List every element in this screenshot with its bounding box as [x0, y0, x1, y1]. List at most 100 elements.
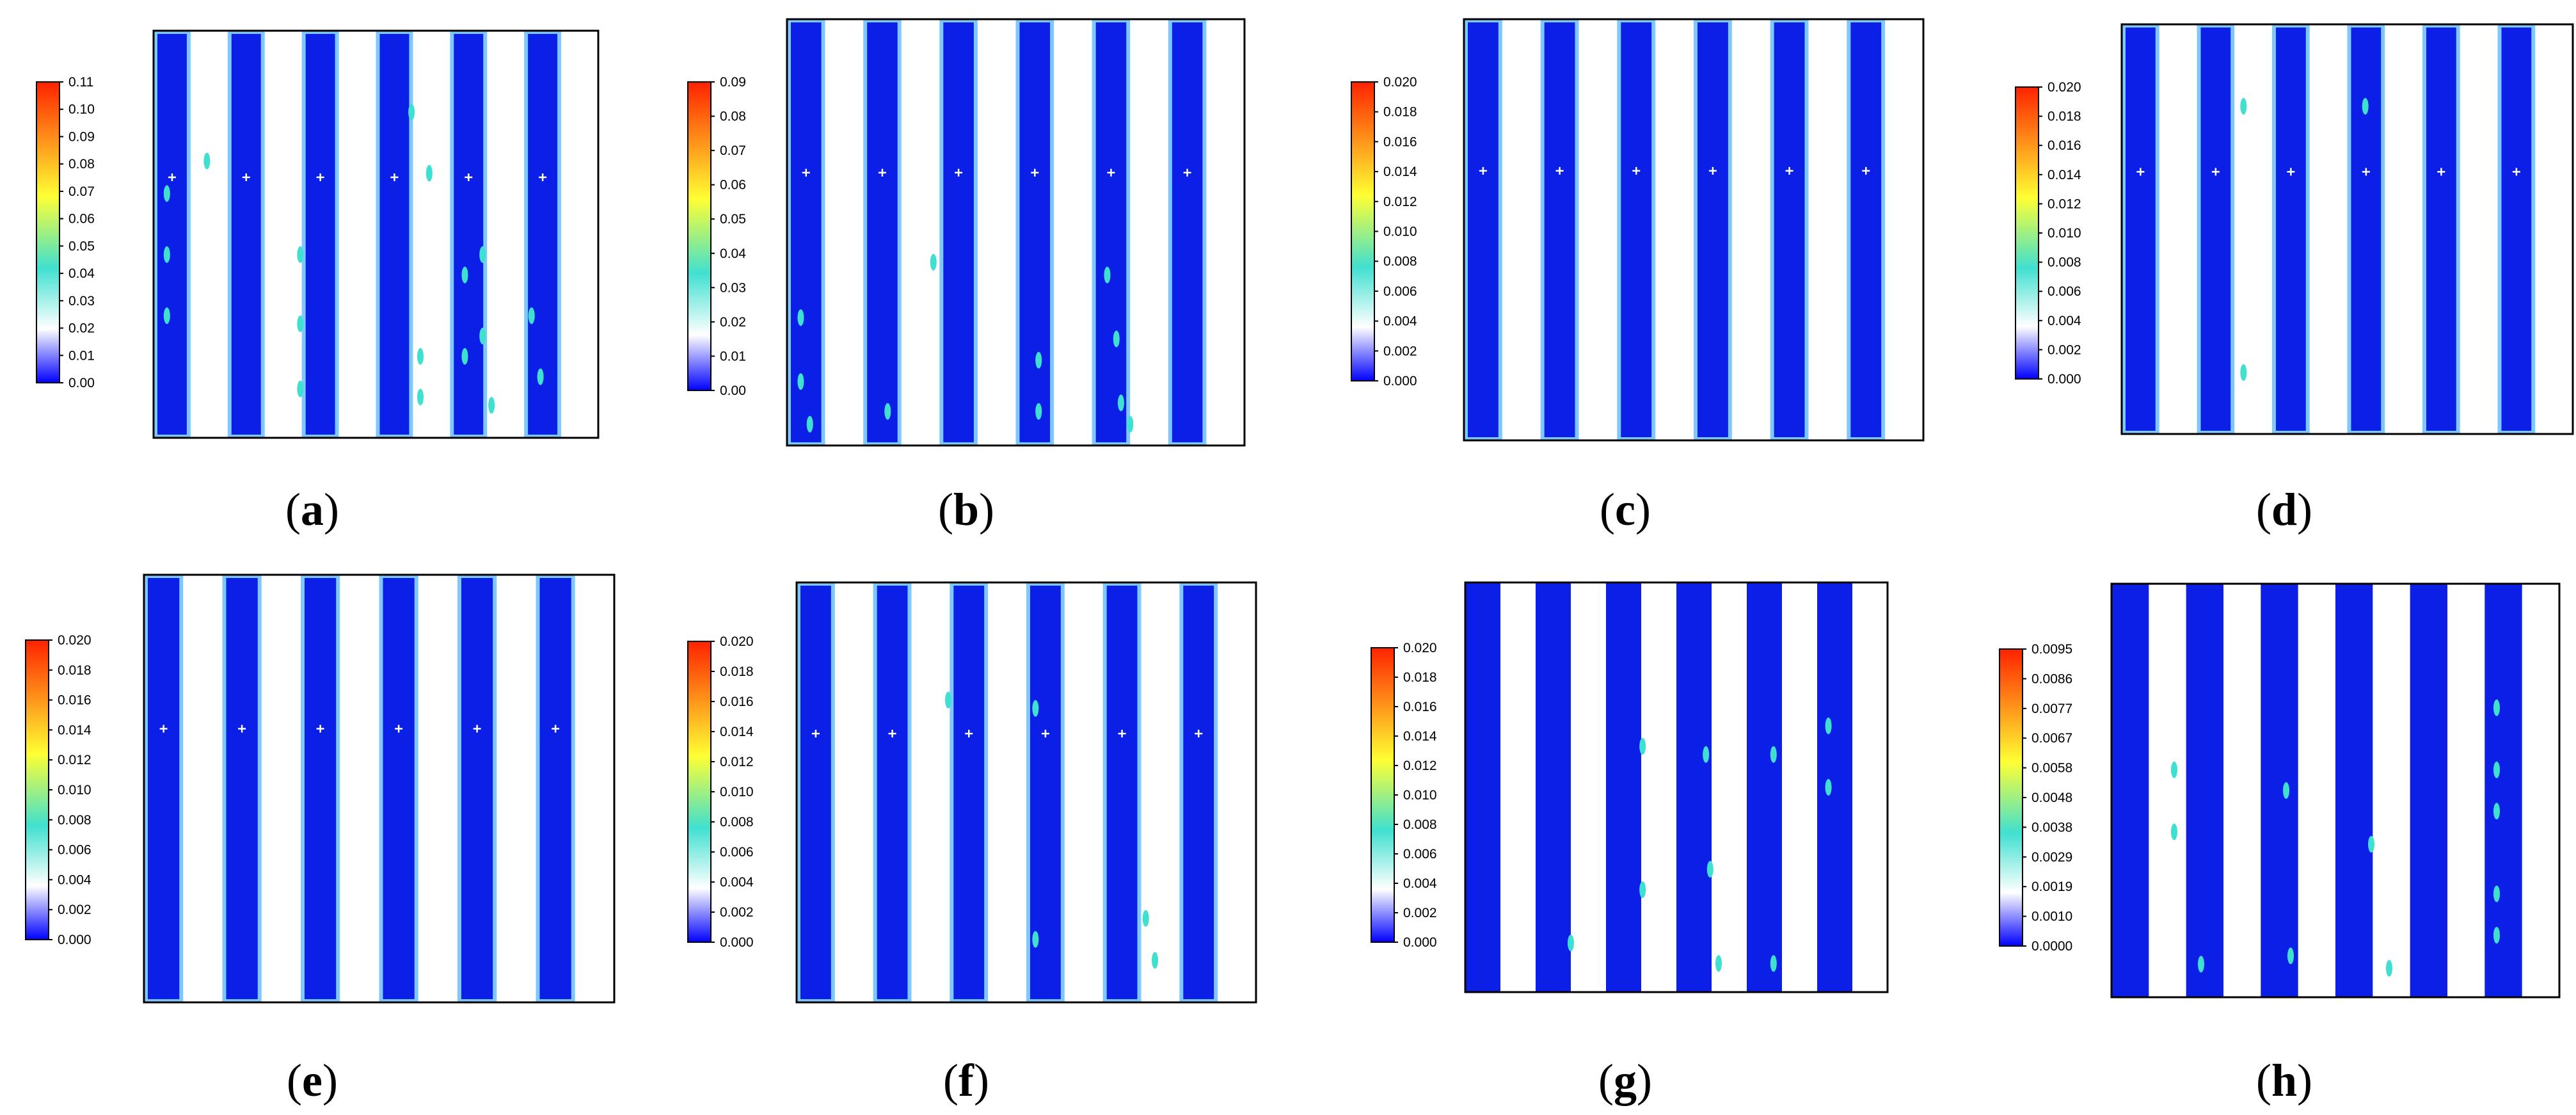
probe-marker-icon [1118, 730, 1126, 738]
panel-label: (h) [2256, 1055, 2312, 1106]
colorbar-tick-label: 0.008 [58, 813, 91, 828]
panel-e: 0.020 0.018 0.016 0.014 0.012 0.010 0.008 0.006… [25, 574, 616, 1106]
colorbar [687, 81, 712, 391]
channel-strip [797, 582, 835, 1003]
colorbar-tick-label: 0.10 [68, 102, 95, 117]
colorbar-tick-label: 0.03 [720, 280, 746, 295]
panel-a: 0.11 0.10 0.09 0.08 0.07 0.06 0.05 0.04 0.03 0.02… [36, 29, 600, 535]
colorbar-tick-label: 0.012 [58, 753, 91, 767]
colorbar-tick-label: 0.008 [720, 815, 754, 830]
channel-strip [1092, 19, 1131, 446]
paren-open: ( [2256, 484, 2271, 535]
contour-spot [1639, 738, 1646, 755]
channel-strip [950, 582, 989, 1003]
colorbar-tick-label: 0.004 [58, 872, 91, 887]
colorbar-tick-label: 0.0095 [2031, 642, 2072, 657]
colorbar-tick-label: 0.02 [720, 315, 746, 330]
colorbar-tick-label: 0.000 [720, 935, 754, 950]
probe-marker-icon [473, 725, 481, 733]
paren-close: ) [979, 484, 994, 535]
contour-spot [2171, 823, 2177, 840]
contour-spot [1639, 881, 1646, 898]
channel-strip [1168, 19, 1207, 446]
probe-marker-icon [1862, 166, 1870, 175]
contour-spot [297, 246, 304, 263]
probe-marker-icon [1555, 166, 1564, 175]
paren-close: ) [2297, 1055, 2312, 1106]
colorbar-tick-label: 0.0067 [2031, 731, 2072, 746]
colorbar-tick-label: 0.004 [2047, 314, 2081, 328]
contour-spot [461, 266, 468, 284]
channel-strip [379, 574, 418, 1003]
probe-marker-icon [1107, 168, 1115, 177]
colorbar-tick-label: 0.010 [1383, 225, 1417, 239]
channel-strip [2485, 584, 2522, 997]
colorbar [687, 641, 712, 943]
contour-spot [297, 380, 304, 397]
colorbar-tick-label: 0.008 [2047, 255, 2081, 270]
colorbar-tick-label: 0.002 [2047, 342, 2081, 357]
paren-open: ( [1598, 1055, 1614, 1106]
contour-spot [2198, 956, 2204, 973]
colorbar-tick-label: 0.000 [1383, 374, 1417, 389]
colorbar-tick-label: 0.01 [68, 348, 95, 363]
probe-marker-icon [539, 173, 547, 181]
channel-strip [1817, 582, 1852, 992]
paren-open: ( [943, 1055, 958, 1106]
colorbar-tick-label: 0.012 [1403, 758, 1437, 773]
channel-strip [2122, 24, 2159, 435]
colorbar-tick-label: 0.006 [1403, 847, 1437, 862]
probe-marker-icon [159, 725, 168, 733]
contour-spot [2386, 959, 2392, 977]
plot-frame [143, 574, 616, 1004]
contour-spot [2240, 364, 2247, 381]
colorbar-tick-label: 0.002 [1403, 906, 1437, 920]
paren-open: ( [287, 1055, 302, 1106]
colorbar-tick-label: 0.016 [2047, 138, 2081, 153]
probe-marker-icon [965, 730, 973, 738]
colorbar-tick-label: 0.016 [720, 694, 754, 709]
channel-strip [2410, 584, 2447, 997]
contour-spot [1127, 415, 1134, 433]
colorbar-tick-label: 0.014 [1403, 729, 1437, 744]
channel-strip [2272, 24, 2310, 435]
channel-strip [2197, 24, 2235, 435]
colorbar-tick-label: 0.020 [1383, 75, 1417, 90]
channel-strip [2261, 584, 2298, 997]
probe-marker-icon [811, 730, 820, 738]
panel-letter: g [1614, 1055, 1637, 1106]
colorbar-tick-label: 0.016 [1403, 700, 1437, 714]
colorbar-tick-label: 0.006 [58, 843, 91, 858]
probe-marker-icon [2136, 168, 2145, 176]
colorbar-tick-label: 0.020 [1403, 641, 1437, 655]
colorbar-tick-label: 0.0000 [2031, 939, 2072, 954]
probe-marker-icon [2211, 168, 2220, 176]
probe-marker-icon [2512, 168, 2520, 176]
channel-strip [144, 574, 184, 1003]
channel-strip [1015, 19, 1054, 446]
panel-letter: f [958, 1055, 974, 1106]
colorbar-tick-label: 0.0058 [2031, 761, 2072, 776]
contour-spot [2283, 782, 2289, 799]
contour-spot [479, 328, 486, 344]
probe-marker-icon [1183, 168, 1191, 177]
colorbar-tick-label: 0.002 [58, 902, 91, 917]
contour-spot [1032, 700, 1039, 717]
channel-strip [863, 19, 902, 446]
channel-strip [2347, 24, 2385, 435]
channel-strip [154, 30, 191, 438]
colorbar-tick-label: 0.07 [68, 184, 95, 199]
channel-strip [1847, 19, 1886, 441]
contour-spot [163, 246, 170, 263]
contour-spot [930, 253, 937, 271]
probe-marker-icon [2437, 168, 2445, 176]
contour-spot [203, 152, 211, 170]
colorbar-tick-label: 0.004 [720, 875, 754, 890]
panel-label: (g) [1598, 1055, 1652, 1106]
colorbar-tick-label: 0.0019 [2031, 879, 2072, 894]
colorbar-tick-label: 0.000 [2047, 372, 2081, 387]
contour-spot [2493, 885, 2500, 902]
colorbar-tick-label: 0.016 [58, 693, 91, 708]
channel-strip [222, 574, 262, 1003]
colorbar-tick-label: 0.012 [720, 755, 754, 769]
